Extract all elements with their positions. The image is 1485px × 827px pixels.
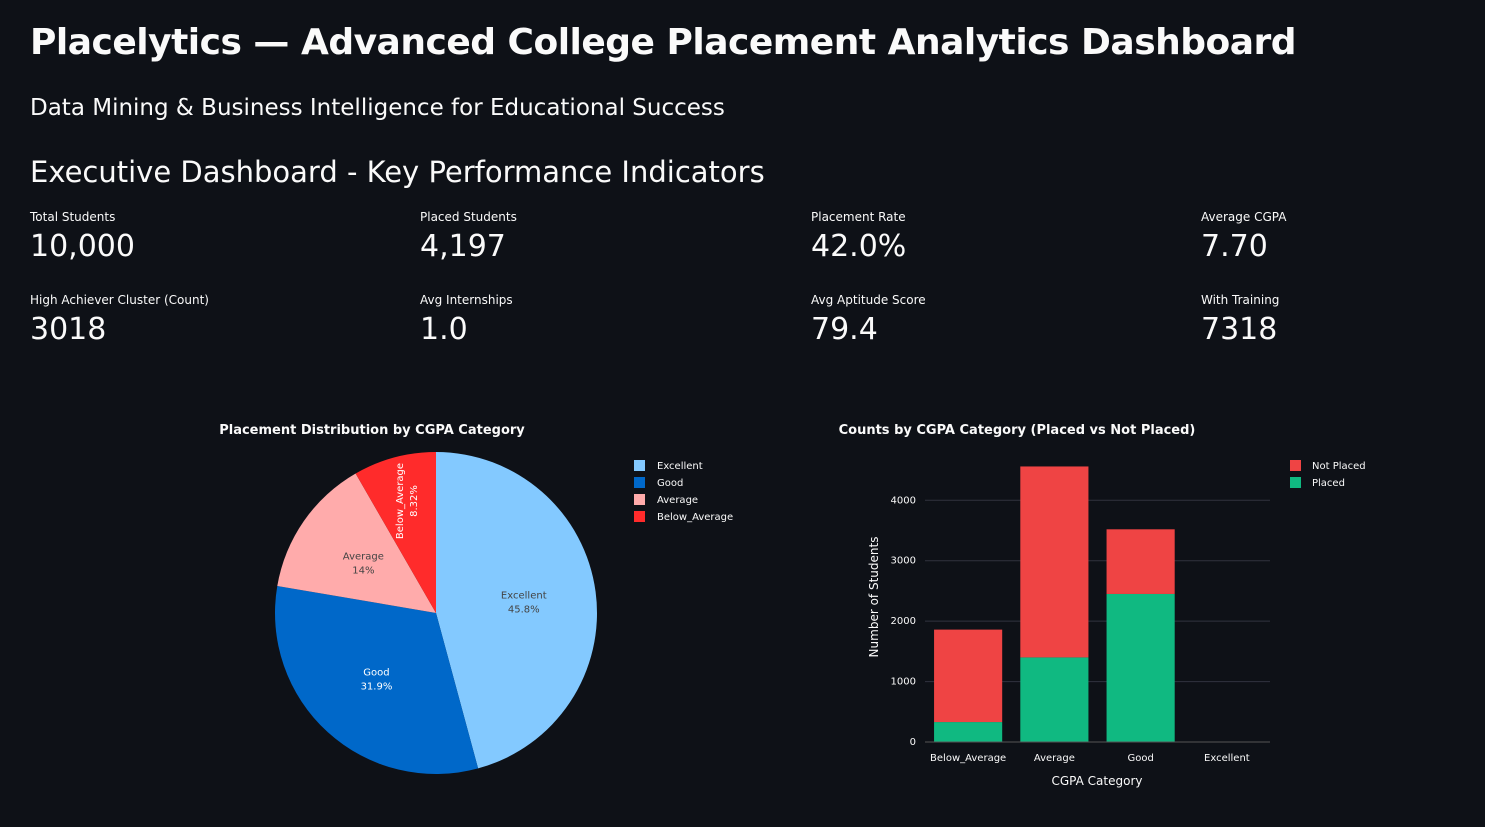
- bar-chart[interactable]: Counts by CGPA Category (Placed vs Not P…: [760, 400, 1480, 820]
- pie-value-average: 14%: [352, 565, 374, 576]
- bar-placed-average[interactable]: [1020, 657, 1089, 742]
- pie-label-average: Average: [343, 551, 384, 562]
- legend-item-not-placed[interactable]: Not Placed: [1290, 460, 1366, 472]
- metric-total-students: Total Students 10,000: [30, 209, 410, 266]
- pie-label-good: Good: [363, 668, 389, 679]
- metric-high-achiever-cluster: High Achiever Cluster (Count) 3018: [30, 292, 410, 349]
- legend-item-average[interactable]: Average: [634, 494, 698, 506]
- metric-placement-rate: Placement Rate 42.0%: [811, 209, 1191, 266]
- metric-value: 4,197: [420, 229, 506, 264]
- y-tick-label: 0: [910, 737, 916, 748]
- bar-not-placed-average[interactable]: [1020, 466, 1089, 658]
- legend-swatch: [634, 477, 645, 488]
- pie-value-below-average: 8.32%: [409, 485, 420, 517]
- metric-value: 1.0: [420, 312, 468, 347]
- x-tick-label: Average: [1034, 753, 1075, 764]
- pie-slice-excellent[interactable]: [436, 452, 597, 769]
- legend-label: Excellent: [657, 461, 703, 472]
- bar-x-axis-title: CGPA Category: [1052, 774, 1143, 788]
- page-title: Placelytics — Advanced College Placement…: [30, 22, 1297, 63]
- x-tick-label: Excellent: [1204, 753, 1250, 764]
- metric-value: 79.4: [811, 312, 878, 347]
- legend-item-excellent[interactable]: Excellent: [634, 460, 703, 472]
- legend-item-good[interactable]: Good: [634, 477, 683, 489]
- metric-label: Placed Students: [420, 210, 517, 224]
- pie-value-good: 31.9%: [361, 682, 393, 693]
- bar-placed-below-average[interactable]: [934, 722, 1003, 742]
- metric-label: Avg Internships: [420, 293, 513, 307]
- pie-slice-below-average[interactable]: [355, 452, 436, 613]
- metric-label: Avg Aptitude Score: [811, 293, 926, 307]
- x-tick-label: Below_Average: [930, 753, 1006, 764]
- legend-swatch: [634, 494, 645, 505]
- pie-chart-title: Placement Distribution by CGPA Category: [219, 423, 525, 438]
- metric-placed-students: Placed Students 4,197: [420, 209, 800, 266]
- legend-label: Not Placed: [1312, 461, 1366, 472]
- pie-chart[interactable]: Placement Distribution by CGPA Category …: [0, 400, 760, 820]
- metric-label: Average CGPA: [1201, 210, 1287, 224]
- y-tick-label: 2000: [891, 616, 916, 627]
- metric-label: Placement Rate: [811, 210, 906, 224]
- legend-label: Below_Average: [657, 512, 733, 523]
- metric-with-training: With Training 7318: [1201, 292, 1471, 349]
- pie-label-excellent: Excellent: [501, 590, 547, 601]
- pie-value-excellent: 45.8%: [508, 604, 540, 615]
- legend-label: Average: [657, 495, 698, 506]
- legend-item-below-average[interactable]: Below_Average: [634, 511, 733, 523]
- legend-label: Placed: [1312, 478, 1345, 489]
- metric-label: Total Students: [30, 210, 116, 224]
- section-title: Executive Dashboard - Key Performance In…: [30, 155, 765, 189]
- page-subtitle: Data Mining & Business Intelligence for …: [30, 95, 725, 121]
- metric-average-cgpa: Average CGPA 7.70: [1201, 209, 1471, 266]
- legend-item-placed[interactable]: Placed: [1290, 477, 1345, 489]
- bar-not-placed-good[interactable]: [1106, 529, 1175, 594]
- pie-slice-good[interactable]: [275, 585, 479, 774]
- y-tick-label: 4000: [891, 495, 916, 506]
- metric-value: 10,000: [30, 229, 135, 264]
- bar-chart-title: Counts by CGPA Category (Placed vs Not P…: [839, 423, 1196, 438]
- metric-value: 3018: [30, 312, 107, 347]
- metric-avg-internships: Avg Internships 1.0: [420, 292, 800, 349]
- pie-slice-average[interactable]: [277, 473, 436, 613]
- y-tick-label: 3000: [891, 556, 916, 567]
- metric-value: 42.0%: [811, 229, 907, 264]
- y-tick-label: 1000: [891, 677, 916, 688]
- pie-label-below-average: Below_Average: [395, 463, 406, 539]
- legend-swatch: [1290, 460, 1301, 471]
- metric-value: 7318: [1201, 312, 1278, 347]
- metric-avg-aptitude-score: Avg Aptitude Score 79.4: [811, 292, 1191, 349]
- bar-y-axis-title: Number of Students: [867, 537, 881, 658]
- metric-label: High Achiever Cluster (Count): [30, 293, 209, 307]
- legend-swatch: [1290, 477, 1301, 488]
- bar-placed-good[interactable]: [1106, 593, 1175, 742]
- metric-value: 7.70: [1201, 229, 1268, 264]
- metric-label: With Training: [1201, 293, 1280, 307]
- x-tick-label: Good: [1127, 753, 1153, 764]
- bar-not-placed-below-average[interactable]: [934, 629, 1003, 723]
- legend-label: Good: [657, 478, 683, 489]
- legend-swatch: [634, 511, 645, 522]
- legend-swatch: [634, 460, 645, 471]
